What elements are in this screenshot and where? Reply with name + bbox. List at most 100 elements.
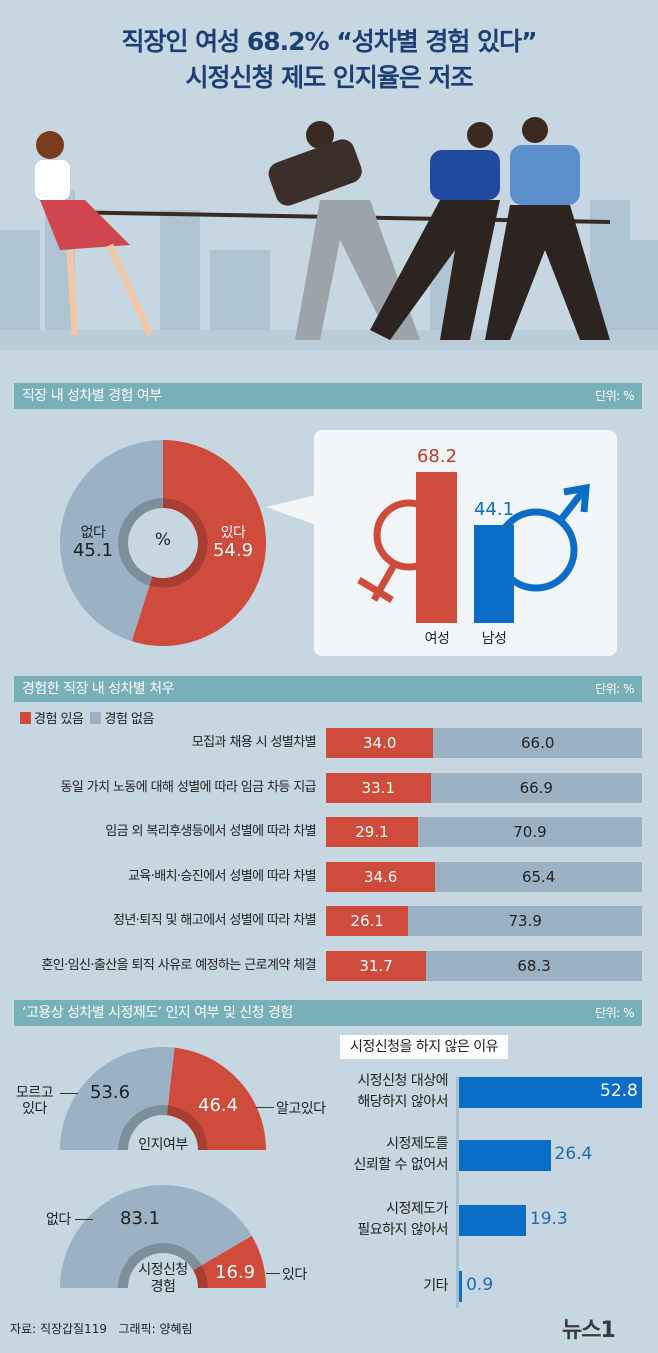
segment-experience: 31.7 (326, 950, 427, 981)
reasons-title: 시정신청을 하지 않은 이유 (340, 1035, 508, 1059)
reason-label: 시정제도가 필요하지 않아서 (357, 1199, 448, 1241)
row-label: 교육·배치·승진에서 성별에 따라 차별 (127, 868, 317, 884)
segment-experience: 29.1 (326, 817, 418, 847)
segment-no-experience: 70.9 (417, 817, 642, 847)
segment-no-experience: 68.3 (426, 950, 642, 981)
tug-of-war-illustration (0, 117, 658, 350)
inner-ring-red (193, 1265, 208, 1288)
man-figure-3 (485, 117, 610, 340)
slice-red (168, 1047, 266, 1150)
stacked-bar-row: 34.6 65.4 (326, 861, 642, 892)
graphic-credit: 그래픽: 양혜림 (118, 1322, 193, 1336)
row-label: 모집과 채용 시 성별차별 (191, 735, 317, 750)
legend-swatch-no (90, 711, 102, 724)
inner-ring-red (166, 1105, 208, 1150)
segment-experience: 34.0 (326, 728, 434, 758)
legend-no: 경험 없음 (104, 712, 154, 727)
donut-center-label: % (154, 530, 172, 550)
legend: 경험 있음 경험 없음 (20, 708, 154, 727)
row-label: 임금 외 복리후생등에서 성별에 따라 차별 (105, 824, 316, 839)
news1-logo: 뉴스1 (562, 1312, 616, 1344)
source-credit: 자료: 직장갑질119 (10, 1322, 108, 1336)
half-donut-center-label: 인지여부 (138, 1137, 188, 1153)
bar-female (416, 472, 457, 623)
reason-label-line: 시정제도를 (386, 1136, 448, 1152)
value-unaware: 53.6 (90, 1082, 131, 1103)
label-yes: 있다 (220, 525, 246, 541)
stacked-bar-row: 34.0 66.0 (326, 728, 642, 758)
section-title: 직장 내 성차별 경험 여부 (22, 388, 162, 404)
reason-value: 19.3 (529, 1209, 568, 1229)
label-no: 없다 (80, 525, 106, 541)
label-applied: 있다 (282, 1267, 307, 1283)
label-female: 여성 (424, 631, 450, 647)
reasons-axis (456, 1076, 459, 1308)
experience-donut-chart (60, 440, 267, 646)
label-unaware: 모르고 있다 (15, 1085, 54, 1117)
slice-yes (131, 440, 267, 646)
row-label: 정년·퇴직 및 해고에서 성별에 따라 차별 (113, 913, 317, 928)
woman-figure (35, 131, 154, 337)
value-female: 68.2 (416, 446, 458, 467)
bar-male (474, 525, 514, 623)
reason-label-line: 시정신청 대상에 (357, 1073, 448, 1089)
value-applied: 16.9 (215, 1262, 256, 1283)
segment-experience: 33.1 (326, 772, 431, 803)
row-label: 동일 가치 노동에 대해 성별에 따라 임금 차등 지급 (60, 779, 317, 795)
segment-experience: 26.1 (326, 906, 409, 936)
stacked-bar-row: 29.1 70.9 (326, 817, 642, 847)
reason-bar (459, 1271, 463, 1302)
section-title: ‘고용상 성차별 시정제도’ 인지 여부 및 신청 경험 (22, 1005, 293, 1021)
logo-text: 뉴스1 (562, 1318, 616, 1343)
gender-bar-panel (314, 430, 617, 656)
value-yes: 54.9 (212, 540, 254, 561)
stacked-bar-row: 26.1 73.9 (326, 906, 642, 936)
slice-gray (60, 1047, 175, 1150)
application-half-donut (60, 1185, 266, 1288)
reason-value: 52.8 (600, 1081, 638, 1101)
reason-label-line: 필요하지 않아서 (357, 1222, 448, 1238)
headline-line2: 시정신청 제도 인지율은 저조 (185, 63, 473, 92)
section-header-correction-system: ‘고용상 성차별 시정제도’ 인지 여부 및 신청 경험 단위: % (14, 1000, 642, 1026)
stacked-bar-row: 33.1 66.9 (326, 772, 642, 803)
callout-pointer (266, 495, 316, 525)
unit-label: 단위: % (595, 682, 634, 696)
leader-line (60, 1093, 78, 1094)
segment-no-experience: 66.9 (430, 772, 642, 803)
label-aware: 알고있다 (276, 1101, 326, 1117)
leader-line (256, 1107, 274, 1108)
section-header-treatment: 경험한 직장 내 성차별 처우 단위: % (14, 676, 642, 702)
value-no: 45.1 (72, 540, 114, 561)
slice-gray (60, 1185, 252, 1288)
slice-red (201, 1235, 266, 1288)
value-aware: 46.4 (198, 1095, 239, 1116)
label-not-applied: 없다 (46, 1212, 71, 1228)
section-header-experience: 직장 내 성차별 경험 여부 단위: % (14, 383, 642, 409)
value-male: 44.1 (473, 499, 515, 521)
unit-label: 단위: % (595, 389, 634, 403)
legend-swatch-yes (20, 711, 31, 724)
slice-no (60, 440, 163, 642)
man-figure-2 (370, 122, 500, 340)
reason-label-line: 기타 (423, 1277, 448, 1294)
legend-yes: 경험 있음 (34, 712, 84, 727)
reason-label-line: 해당하지 않아서 (357, 1094, 448, 1110)
segment-no-experience: 66.0 (433, 728, 642, 758)
row-label: 혼인·임신·출산을 퇴직 사유로 예정하는 근로계약 체결 (41, 957, 316, 973)
reason-label: 기타 (423, 1276, 448, 1297)
inner-ring-no (118, 498, 163, 586)
inner-ring-yes (149, 498, 209, 588)
half-donut-center-label: 시정신청 경험 (138, 1262, 188, 1295)
inner-ring-gray (118, 1105, 169, 1150)
segment-no-experience: 65.4 (435, 861, 642, 892)
inner-ring-gray (118, 1243, 202, 1288)
reason-value: 0.9 (466, 1275, 494, 1295)
segment-no-experience: 73.9 (408, 906, 642, 936)
leader-line (75, 1219, 93, 1220)
segment-experience: 34.6 (326, 861, 436, 892)
reason-label: 시정제도를 신뢰할 수 없어서 (353, 1134, 448, 1176)
stacked-bar-row: 31.7 68.3 (326, 950, 642, 981)
awareness-half-donut (60, 1047, 266, 1150)
reason-bar (459, 1077, 642, 1108)
